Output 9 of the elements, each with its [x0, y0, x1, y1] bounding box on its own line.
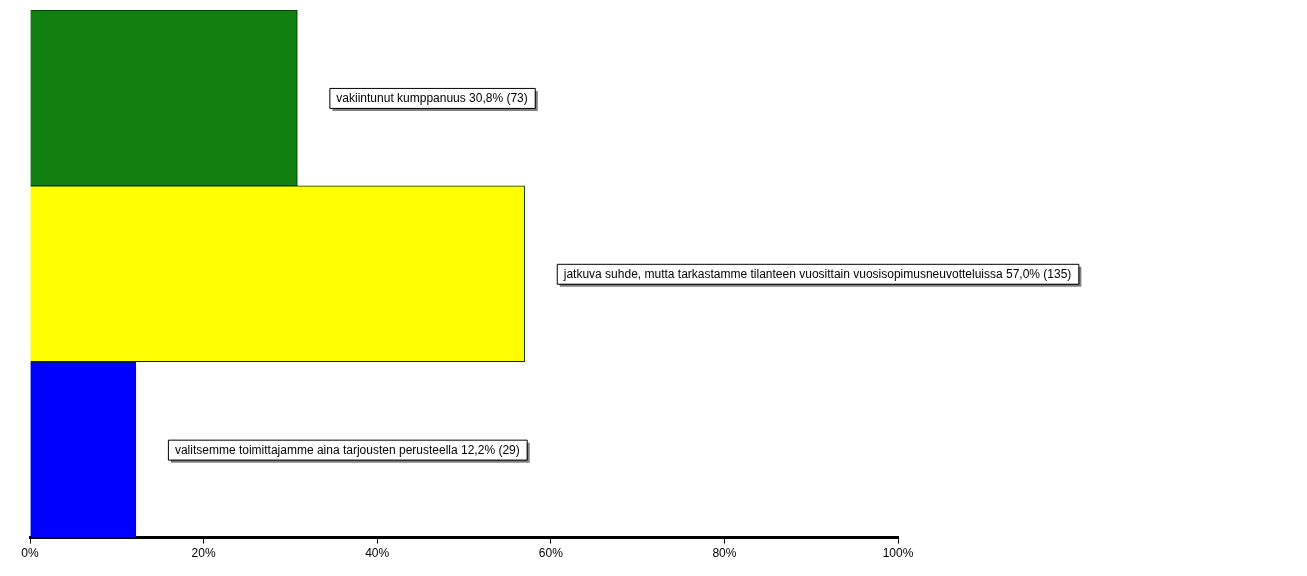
x-tick-label: 60% [538, 546, 564, 561]
x-tick-label: 80% [712, 546, 737, 561]
category-label: valitsemme toimittajamme aina tarjousten perusteella 12,2% (29) [174, 442, 520, 457]
x-tick-label: 20% [191, 546, 216, 561]
x-tick-label: 100% [882, 546, 914, 561]
category-label: jatkuva suhde, mutta tarkastamme tilanteen vuosittain vuosisopimusneuvotteluissa 57,0% (135) [563, 267, 1072, 282]
x-tick-label: 0% [21, 546, 39, 561]
category-label: vakiintunut kumppanuus 30,8% (73) [336, 91, 528, 106]
x-tick-label: 40% [365, 546, 390, 561]
